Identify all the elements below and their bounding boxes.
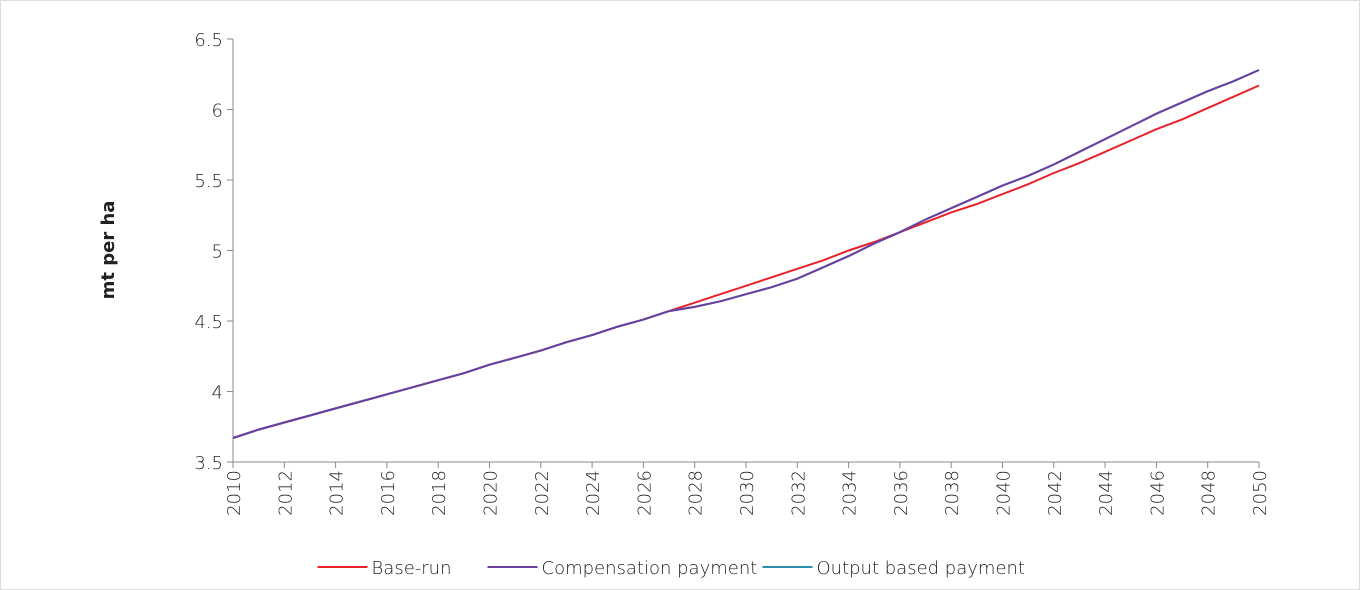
- x-tick-label: 2024: [583, 470, 604, 516]
- x-tick-label: 2034: [840, 470, 861, 516]
- x-tick-label: 2028: [686, 470, 707, 516]
- y-axis-label: mt per ha: [98, 201, 119, 300]
- x-tick-label: 2032: [788, 470, 809, 516]
- x-tick-label: 2040: [994, 470, 1015, 516]
- x-tick-label: 2050: [1250, 470, 1271, 516]
- series-line: [232, 69, 1260, 439]
- x-tick-label: 2018: [429, 470, 450, 516]
- y-tick-label: 5: [212, 242, 223, 263]
- y-tick-label: 4: [212, 383, 223, 404]
- x-tick-label: 2020: [481, 470, 502, 516]
- x-tick-label: 2026: [634, 470, 655, 516]
- x-tick-label: 2046: [1147, 470, 1168, 516]
- x-tick-label: 2014: [327, 470, 348, 516]
- x-tick-label: 2016: [378, 470, 399, 516]
- series-line: [232, 69, 1260, 439]
- x-tick-label: 2042: [1045, 470, 1066, 516]
- y-tick-label: 4.5: [194, 312, 223, 333]
- x-tick-label: 2038: [942, 470, 963, 516]
- y-tick-label: 3.5: [194, 453, 223, 474]
- x-tick-label: 2022: [532, 470, 553, 516]
- x-tick-label: 2030: [737, 470, 758, 516]
- x-tick-label: 2036: [891, 470, 912, 516]
- x-tick-label: 2044: [1096, 470, 1117, 516]
- legend-label: Compensation payment: [542, 558, 758, 579]
- x-tick-label: 2048: [1199, 470, 1220, 516]
- y-tick-label: 6: [212, 101, 223, 122]
- legend-label: Output based payment: [817, 558, 1026, 579]
- x-tick-label: 2010: [224, 470, 245, 516]
- y-tick-label: 6.5: [194, 30, 223, 51]
- y-tick-label: 5.5: [194, 171, 223, 192]
- legend-label: Base-run: [372, 558, 452, 579]
- x-tick-label: 2012: [275, 470, 296, 516]
